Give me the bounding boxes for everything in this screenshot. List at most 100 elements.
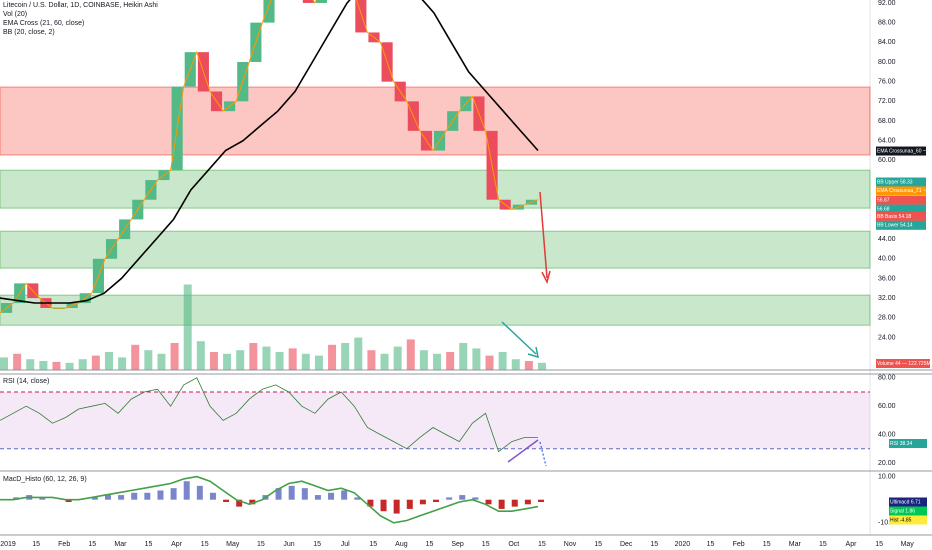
price-line <box>0 0 539 314</box>
arrow <box>501 321 537 355</box>
volume-bar <box>13 353 22 370</box>
arrow-head <box>527 346 539 359</box>
rsi-tick-label: 20.00 <box>878 460 896 467</box>
macd-hist <box>183 481 190 500</box>
time-label: Oct <box>508 541 519 548</box>
volume-bar <box>498 352 507 370</box>
macd-title: MacD_Histo (60, 12, 26, 9) <box>3 476 87 483</box>
price-label: BB Upper 58.33 <box>877 179 913 185</box>
volume-bar <box>433 353 442 370</box>
ema-line <box>0 0 539 304</box>
time-label: 2020 <box>675 541 691 548</box>
volume-bar <box>538 362 546 370</box>
price-tick-label: 28.00 <box>878 315 896 322</box>
price-tick-label: 36.00 <box>878 275 896 282</box>
volume-bar <box>380 353 389 370</box>
time-label: 15 <box>819 541 827 548</box>
price-label: 56.68 <box>877 206 890 212</box>
volume-label: Volume 44 — 122.725M <box>877 361 931 367</box>
rsi-tick-label: 40.00 <box>878 431 896 438</box>
macd-hist <box>288 485 295 500</box>
macd-hist <box>301 488 308 500</box>
volume-bar <box>275 352 284 370</box>
macd-hist <box>196 485 203 500</box>
volume-bar <box>354 337 363 370</box>
price-tick-label: 24.00 <box>878 334 896 341</box>
rsi-title: RSI (14, close) <box>3 378 49 385</box>
candle <box>263 0 275 23</box>
macd-hist <box>472 497 479 500</box>
volume-bar <box>511 359 520 370</box>
volume-bar <box>393 346 402 370</box>
time-label: Jul <box>341 541 350 548</box>
candle <box>315 0 328 3</box>
time-label: Apr <box>846 541 858 548</box>
macd-tick-label: 10.00 <box>878 473 896 480</box>
time-label: 15 <box>482 541 490 548</box>
volume-bar <box>341 343 350 370</box>
macd-hist <box>341 490 348 500</box>
macd-label-bg <box>889 497 927 507</box>
macd-hist <box>498 499 505 509</box>
macd-hist <box>485 499 492 505</box>
macd-hist <box>511 499 518 507</box>
zone <box>0 230 871 269</box>
macd-label: Hist -4.85 <box>890 517 912 523</box>
price-tick-label: 32.00 <box>878 295 896 302</box>
time-label: 15 <box>707 541 715 548</box>
time-label: 15 <box>650 541 658 548</box>
volume-bar <box>419 350 428 370</box>
macd-hist <box>144 492 151 500</box>
time-label: 15 <box>313 541 321 548</box>
price-tick-label: 88.00 <box>878 19 896 26</box>
macd-hist <box>459 495 466 500</box>
time-label: Mar <box>789 541 802 548</box>
macd-hist <box>249 499 256 505</box>
macd-hist <box>314 495 321 500</box>
volume-bar <box>459 343 468 370</box>
time-label: May <box>226 541 240 548</box>
time-label: Aug <box>395 541 408 548</box>
macd-hist <box>367 499 374 507</box>
volume-bar <box>183 284 192 370</box>
macd-hist <box>433 499 440 502</box>
volume-bar <box>406 339 415 370</box>
candle <box>355 0 367 33</box>
price-tick-label: 76.00 <box>878 79 896 86</box>
volume-bar <box>0 357 8 370</box>
rsi-line <box>0 377 538 453</box>
time-label: Feb <box>58 541 70 548</box>
macd-label: Signal 1.86 <box>890 508 915 514</box>
price-label: EMA Crossunaa_21 ~ 57.29 <box>877 188 932 194</box>
arrow <box>539 441 547 467</box>
rsi-tick-label: 80.00 <box>878 375 896 382</box>
price-label-bg <box>876 211 926 221</box>
time-label: 15 <box>763 541 771 548</box>
price-label: EMA Crossunaa_60 ~ 64.64 <box>877 148 932 154</box>
volume-bar <box>65 362 74 370</box>
volume-bar <box>262 346 271 370</box>
symbol-title: Litecoin / U.S. Dollar, 1D, COINBASE, He… <box>3 2 158 9</box>
macd-label-bg <box>889 515 927 525</box>
arrow-head <box>541 270 551 285</box>
indicator-label: BB (20, close, 2) <box>3 29 55 36</box>
macd-hist <box>236 499 243 507</box>
price-label-bg <box>876 146 926 156</box>
macd-hist <box>354 497 361 500</box>
volume-bar <box>236 350 245 370</box>
macd-hist <box>131 492 138 500</box>
time-label: 15 <box>32 541 40 548</box>
volume-bar <box>367 350 376 370</box>
volume-bar <box>91 355 100 370</box>
volume-bar <box>157 353 166 370</box>
macd-line <box>0 475 539 524</box>
volume-bar <box>196 341 205 370</box>
rsi-label-bg <box>889 439 927 448</box>
time-label: 15 <box>369 541 377 548</box>
candle <box>302 0 314 3</box>
time-label: Feb <box>733 541 745 548</box>
volume-bar <box>314 355 323 370</box>
macd-hist <box>446 497 453 500</box>
volume-bar <box>301 353 310 370</box>
